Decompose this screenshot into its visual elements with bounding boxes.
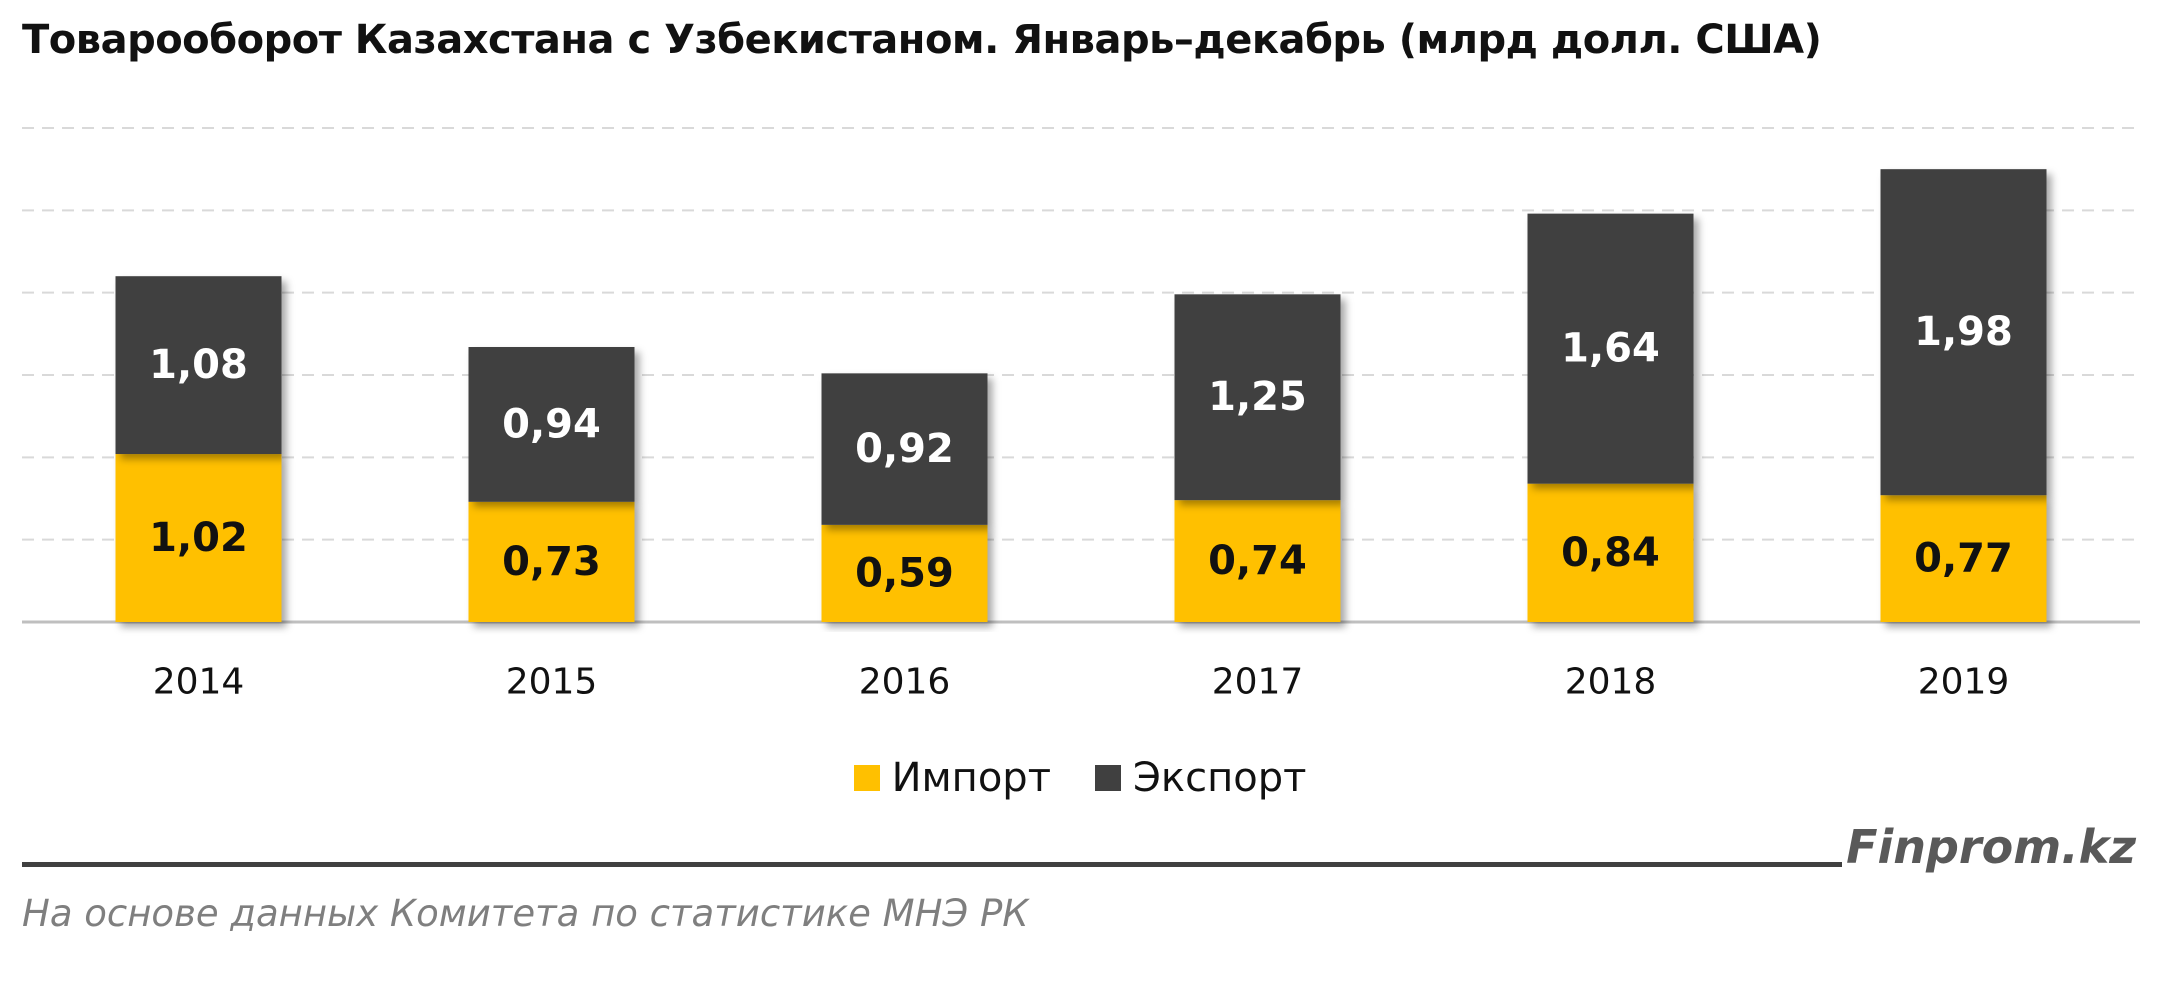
bar-import-2014 (115, 454, 282, 622)
data-label-export-2015: 0,94 (502, 401, 601, 447)
bar-export-2019 (1880, 169, 2047, 496)
data-label-import-2016: 0,59 (855, 550, 954, 596)
bar-export-2015 (468, 347, 635, 502)
data-label-export-2014: 1,08 (149, 342, 248, 388)
footer-divider (22, 862, 1842, 867)
data-label-import-2014: 1,02 (149, 515, 248, 561)
bar-import-2018 (1527, 483, 1694, 622)
chart-legend: Импорт Экспорт (0, 748, 2160, 808)
brand-logo-text: Finprom.kz (1846, 820, 2136, 874)
bar-import-2016 (821, 524, 988, 622)
bar-import-2017 (1174, 500, 1341, 622)
data-label-import-2018: 0,84 (1561, 530, 1660, 576)
x-tick-label-2016: 2016 (859, 662, 951, 703)
data-label-import-2017: 0,74 (1208, 538, 1307, 584)
bar-export-2014 (115, 276, 282, 455)
bar-export-2018 (1527, 213, 1694, 484)
x-tick-label-2018: 2018 (1565, 662, 1657, 703)
legend-swatch-export (1095, 765, 1121, 791)
source-note: На основе данных Комитета по статистике … (22, 892, 1029, 935)
bar-export-2017 (1174, 294, 1341, 501)
x-tick-label-2015: 2015 (506, 662, 598, 703)
legend-label-import: Импорт (891, 755, 1051, 801)
data-label-export-2017: 1,25 (1208, 374, 1307, 420)
x-tick-label-2019: 2019 (1918, 662, 2010, 703)
data-label-import-2015: 0,73 (502, 539, 601, 585)
bar-import-2015 (468, 501, 635, 622)
data-label-import-2019: 0,77 (1914, 536, 2013, 582)
chart-plot-area: 1,02 1,08 0,73 0,94 0,59 0,92 0,74 1,25 0,84 1,64… (22, 127, 2140, 703)
legend-swatch-import (853, 765, 880, 791)
data-label-export-2018: 1,64 (1561, 326, 1660, 372)
legend-item-import: Импорт (853, 755, 1051, 801)
bar-export-2016 (821, 373, 988, 525)
bar-import-2019 (1880, 495, 2047, 622)
legend-item-export: Экспорт (1095, 755, 1306, 801)
x-tick-label-2014: 2014 (153, 662, 245, 703)
data-label-export-2016: 0,92 (855, 426, 954, 472)
chart-title: Товарооборот Казахстана с Узбекистаном. … (22, 17, 1822, 63)
legend-label-export: Экспорт (1133, 755, 1307, 801)
data-label-export-2019: 1,98 (1914, 309, 2013, 355)
x-tick-label-2017: 2017 (1212, 662, 1304, 703)
